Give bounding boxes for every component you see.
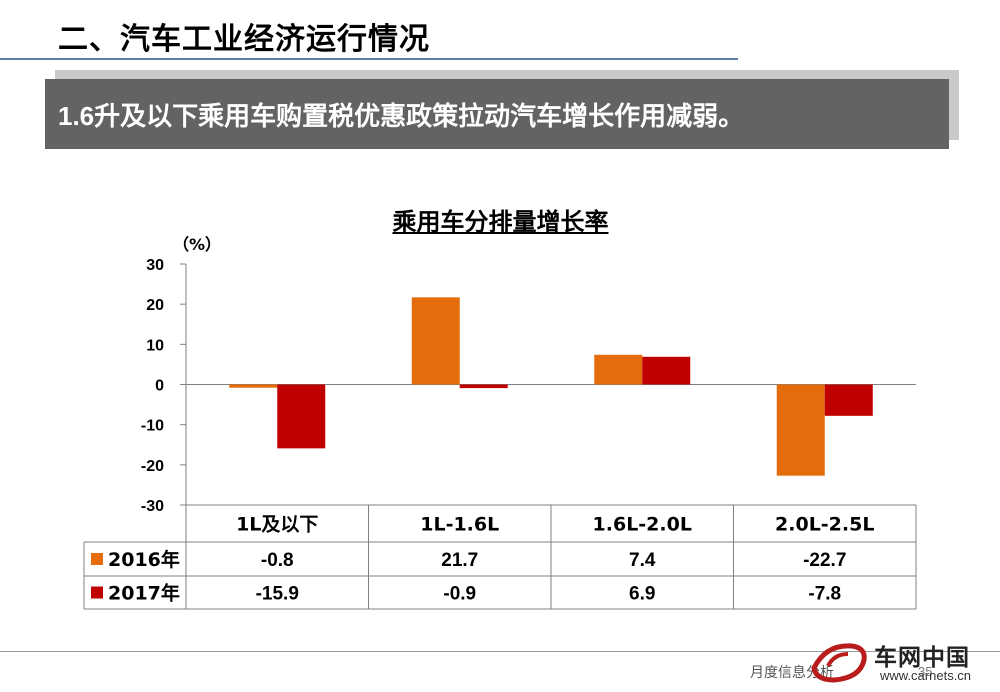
legend-swatch-2017年 [91, 586, 103, 599]
category-label: 1.6L-2.0L [593, 514, 692, 536]
y-tick-label: -10 [141, 418, 164, 435]
title-divider [0, 58, 738, 60]
summary-banner: 1.6升及以下乘用车购置税优惠政策拉动汽车增长作用减弱。 [45, 79, 949, 149]
section-title: 二、汽车工业经济运行情况 [58, 23, 430, 56]
y-tick-label: 0 [155, 378, 164, 395]
bar-2017年-1L及以下 [277, 384, 326, 449]
bar-2017年-1.6L-2.0L [642, 356, 691, 385]
bar-2016年-1.6L-2.0L [594, 354, 643, 385]
data-value-label: 6.9 [629, 584, 655, 605]
data-value-label: -7.8 [808, 584, 841, 605]
y-tick-label: 30 [146, 257, 164, 274]
bar-2016年-2.0L-2.5L [776, 384, 825, 476]
y-tick-label: -20 [141, 458, 164, 475]
category-label: 1L-1.6L [420, 514, 499, 536]
data-value-label: -15.9 [256, 584, 299, 605]
data-value-label: 7.4 [629, 550, 656, 571]
chart-title-text: 乘用车分排量增长率 [392, 209, 609, 236]
data-value-label: 21.7 [441, 550, 478, 571]
bar-2017年-1L-1.6L [459, 384, 508, 389]
category-label: 2.0L-2.5L [775, 514, 874, 536]
carnets-logo-icon [811, 643, 867, 683]
bar-2017年-2.0L-2.5L [824, 384, 873, 416]
legend-label: 2016年 [108, 548, 180, 571]
y-axis-unit: （%） [173, 235, 221, 254]
y-tick-label: 20 [146, 297, 164, 314]
y-tick-label: -30 [141, 498, 164, 515]
banner-text: 1.6升及以下乘用车购置税优惠政策拉动汽车增长作用减弱。 [58, 100, 745, 131]
logo-name: 车网中国 [874, 644, 970, 670]
legend-label: 2017年 [108, 582, 180, 605]
data-value-label: -0.8 [261, 550, 294, 571]
page-number: 35 [918, 664, 933, 679]
logo-url: www.carnets.cn [880, 668, 972, 683]
bar-2016年-1L-1.6L [411, 297, 460, 385]
data-value-label: -0.9 [443, 584, 476, 605]
y-tick-label: 10 [146, 337, 164, 354]
data-value-label: -22.7 [803, 550, 846, 571]
legend-swatch-2016年 [91, 553, 103, 565]
category-label: 1L及以下 [236, 514, 318, 536]
bar-2016年-1L及以下 [229, 384, 278, 388]
footer-divider [0, 651, 1000, 652]
chart-title: 乘用车分排量增长率 [0, 202, 1000, 237]
